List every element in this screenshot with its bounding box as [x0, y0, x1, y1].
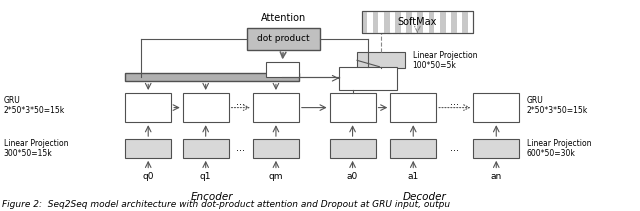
FancyBboxPatch shape [390, 139, 436, 158]
FancyBboxPatch shape [440, 11, 445, 33]
FancyBboxPatch shape [246, 28, 320, 50]
FancyBboxPatch shape [362, 11, 367, 33]
Text: Linear Projection
300*50=15k: Linear Projection 300*50=15k [4, 139, 68, 158]
Text: an: an [491, 172, 502, 181]
FancyBboxPatch shape [473, 93, 519, 122]
Text: Figure 2:  Seq2Seq model architecture with dot-product attention and Dropout at : Figure 2: Seq2Seq model architecture wit… [2, 200, 450, 209]
FancyBboxPatch shape [395, 11, 401, 33]
FancyBboxPatch shape [266, 62, 299, 77]
FancyBboxPatch shape [372, 11, 378, 33]
Text: qm: qm [269, 172, 283, 181]
Text: Linear Projection
600*50=30k: Linear Projection 600*50=30k [527, 139, 591, 158]
Text: Linear Projection
100*50=5k: Linear Projection 100*50=5k [413, 51, 477, 70]
Text: ...: ... [236, 97, 245, 107]
Text: SoftMax: SoftMax [397, 17, 437, 27]
Text: GRU
2*50*3*50=15k: GRU 2*50*3*50=15k [4, 96, 65, 115]
Text: ...: ... [236, 143, 245, 153]
FancyBboxPatch shape [451, 11, 457, 33]
Text: Attention: Attention [260, 13, 306, 23]
Text: dot product: dot product [257, 34, 310, 43]
Text: ...: ... [451, 143, 460, 153]
FancyBboxPatch shape [390, 93, 436, 122]
FancyBboxPatch shape [417, 11, 423, 33]
Text: GRU
2*50*3*50=15k: GRU 2*50*3*50=15k [527, 96, 588, 115]
Text: q1: q1 [200, 172, 211, 181]
FancyBboxPatch shape [357, 53, 405, 68]
Text: Encoder: Encoder [191, 192, 234, 202]
FancyBboxPatch shape [253, 139, 299, 158]
Text: a1: a1 [408, 172, 419, 181]
FancyBboxPatch shape [125, 93, 172, 122]
FancyBboxPatch shape [473, 139, 519, 158]
Text: a0: a0 [347, 172, 358, 181]
FancyBboxPatch shape [406, 11, 412, 33]
FancyBboxPatch shape [384, 11, 390, 33]
FancyBboxPatch shape [429, 11, 435, 33]
FancyBboxPatch shape [253, 93, 299, 122]
FancyBboxPatch shape [362, 11, 473, 33]
FancyBboxPatch shape [125, 73, 299, 81]
Text: q0: q0 [143, 172, 154, 181]
FancyBboxPatch shape [330, 139, 376, 158]
Text: ...: ... [451, 97, 460, 107]
FancyBboxPatch shape [182, 139, 228, 158]
FancyBboxPatch shape [330, 93, 376, 122]
FancyBboxPatch shape [462, 11, 468, 33]
FancyBboxPatch shape [125, 139, 172, 158]
Text: Decoder: Decoder [403, 192, 446, 202]
FancyBboxPatch shape [182, 93, 228, 122]
FancyBboxPatch shape [339, 67, 397, 90]
